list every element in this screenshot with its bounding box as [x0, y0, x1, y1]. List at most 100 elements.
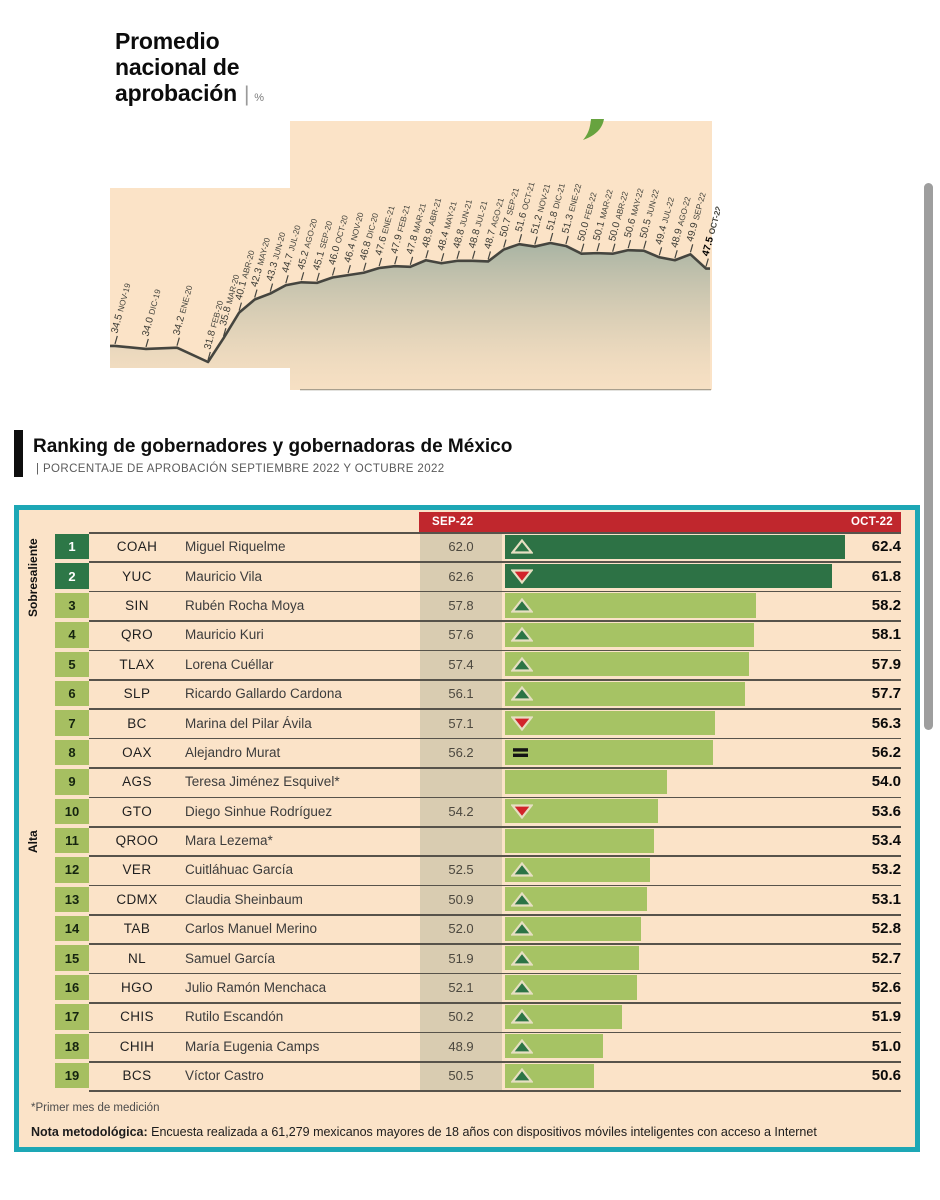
sep-value: 50.5 — [448, 1068, 474, 1084]
table-row: 2 YUC Mauricio Vila 62.6 61.8 — [19, 561, 915, 590]
scrollbar-thumb[interactable] — [924, 183, 933, 730]
governor-name: Miguel Riquelme — [185, 539, 286, 555]
point-tick — [674, 250, 678, 259]
col-header-sep22: SEP-22 — [432, 516, 474, 528]
rank-badge: 3 — [55, 592, 89, 619]
rank-badge: 11 — [55, 827, 89, 854]
state-code: YUC — [122, 568, 152, 584]
table-row: 6 SLP Ricardo Gallardo Cardona 56.1 57.7 — [19, 678, 915, 708]
state-code: GTO — [121, 803, 153, 819]
point-tick — [145, 338, 149, 348]
ranking-title: Ranking de gobernadores y gobernadoras d… — [33, 436, 513, 457]
table-row: 14 TAB Carlos Manuel Merino 52.0 52.8 — [19, 914, 915, 943]
point-tick — [285, 275, 289, 284]
ranking-panel: SEP-22 OCT-22 1 COAH Miguel Riquelme 62.0 62… — [14, 505, 920, 1152]
sep-value: 57.4 — [448, 656, 474, 672]
chart-title-line-1: Promedio — [115, 28, 220, 54]
governor-name: María Eugenia Camps — [185, 1038, 320, 1054]
trend-up-icon — [511, 891, 533, 907]
oct-bar — [505, 652, 750, 677]
trend-icon-wrap — [511, 943, 533, 972]
oct-value: 50.6 — [871, 1067, 901, 1085]
rank-badge: 12 — [55, 857, 89, 883]
state-code: NL — [127, 950, 147, 966]
state-code: SLP — [123, 686, 151, 702]
chart-title-line-3: aprobación — [115, 79, 237, 106]
section-accent-bar — [14, 430, 23, 477]
governor-name: Rubén Rocha Moya — [185, 597, 305, 613]
governor-name: Diego Sinhue Rodríguez — [185, 803, 333, 819]
trend-up-icon — [511, 1038, 533, 1054]
governor-name: Mauricio Kuri — [185, 627, 264, 643]
table-row: 1 COAH Miguel Riquelme 62.0 62.4 — [19, 532, 915, 561]
oct-value: 53.1 — [871, 890, 901, 908]
sep-value: 56.1 — [448, 686, 474, 702]
governor-name: Rutilo Escandón — [185, 1009, 284, 1025]
approval-trend-chart: 34.5NOV-1934.0DIC-1934.2ENE-2031.8FEB-20… — [109, 119, 720, 391]
table-row: 11 QROO Mara Lezema* 53.4 — [19, 825, 915, 855]
point-tick — [409, 256, 414, 265]
rank-badge: 10 — [55, 798, 89, 824]
trend-icon-wrap — [511, 679, 533, 708]
methodology-note: Nota metodológica: Encuesta realizada a … — [31, 1125, 817, 1139]
table-row: 17 CHIS Rutilo Escandón 50.2 51.9 — [19, 1002, 915, 1031]
governor-name: Mauricio Vila — [185, 568, 263, 584]
oct-bar — [505, 740, 714, 765]
sep-value — [420, 826, 502, 855]
rank-badge: 13 — [55, 886, 89, 913]
trend-up-icon — [511, 980, 533, 995]
oct-value: 56.2 — [871, 743, 901, 761]
sep-value: 50.2 — [448, 1009, 474, 1025]
rank-badge: 7 — [55, 710, 89, 736]
chart-title: Promedio nacional de aprobación |% — [115, 28, 264, 107]
trend-up-icon — [511, 539, 533, 554]
col-header-oct22: OCT-22 — [850, 516, 893, 528]
point-tick — [705, 258, 709, 267]
trend-up-icon — [511, 597, 533, 613]
point-tick — [612, 243, 616, 252]
governor-name: Alejandro Murat — [185, 744, 281, 760]
table-row: 3 SIN Rubén Rocha Moya 57.8 58.2 — [19, 590, 915, 620]
oct-value: 51.0 — [871, 1037, 901, 1055]
trend-icon-wrap — [511, 532, 533, 561]
point-tick — [254, 289, 258, 298]
oct-value: 54.0 — [871, 773, 901, 791]
sep-value: 52.1 — [448, 980, 474, 996]
point-tick — [176, 337, 180, 346]
trend-icon-wrap — [511, 591, 533, 620]
point-tick — [363, 262, 367, 271]
point-tick — [440, 253, 445, 262]
rank-badge: 4 — [55, 622, 89, 648]
oct-bar — [505, 799, 658, 824]
tier-label-sobresaliente: Sobresaliente — [26, 538, 40, 618]
table-header-bar: SEP-22 OCT-22 — [419, 512, 901, 532]
point-tick — [238, 302, 243, 311]
point-tick — [627, 239, 632, 249]
table-row: 5 TLAX Lorena Cuéllar 57.4 57.9 — [19, 649, 915, 679]
trend-up-icon — [511, 862, 533, 878]
oct-value: 62.4 — [871, 538, 901, 556]
rank-badge: 2 — [55, 563, 89, 589]
table-row: 18 CHIH María Eugenia Camps 48.9 51.0 — [19, 1031, 915, 1061]
state-code: OAX — [122, 744, 152, 760]
state-code: HGO — [121, 980, 153, 996]
oct-value: 57.7 — [871, 685, 901, 703]
oct-value: 53.2 — [871, 861, 901, 879]
governor-name: Cuitláhuac García — [185, 862, 294, 878]
sep-value: 48.9 — [448, 1038, 474, 1054]
state-code: CHIH — [119, 1038, 155, 1054]
trend-up-icon — [511, 627, 533, 642]
point-tick — [580, 243, 585, 252]
governor-name: Claudia Sheinbaum — [185, 891, 303, 907]
sep-value: 54.2 — [448, 803, 474, 819]
table-row: 8 OAX Alejandro Murat 56.2 56.2 — [19, 737, 915, 767]
point-tick — [643, 240, 647, 249]
sep-value: 52.0 — [448, 921, 474, 937]
state-code: TAB — [123, 921, 151, 937]
point-tick — [425, 250, 429, 259]
point-tick — [565, 235, 569, 245]
trend-up-icon — [511, 1068, 533, 1083]
oct-bar — [505, 681, 746, 706]
point-tick — [269, 283, 274, 292]
point-tick — [114, 335, 118, 345]
